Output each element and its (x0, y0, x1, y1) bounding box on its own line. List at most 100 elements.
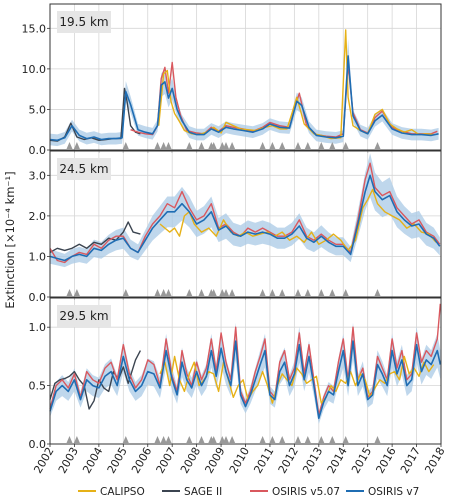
eruption-marker (66, 289, 73, 296)
eruption-marker (223, 142, 229, 149)
eruption-marker (304, 142, 311, 149)
x-tick-label: 2017 (398, 445, 423, 476)
x-tick-label: 2003 (56, 445, 81, 476)
eruption-marker (73, 289, 80, 296)
eruption-marker (259, 142, 266, 149)
eruption-marker (229, 289, 236, 296)
y-tick-label: 3.0 (29, 169, 47, 182)
series-calipso (159, 188, 437, 252)
eruption-marker (165, 289, 172, 296)
series-calipso (158, 29, 434, 140)
panel-1: 0.0 5.0 10.0 15.0 19.5 km (22, 3, 442, 157)
eruption-marker (210, 436, 217, 443)
eruption-marker (279, 436, 286, 443)
x-tick-label: 2011 (251, 445, 276, 476)
osiris-v7-uncertainty-band (50, 153, 440, 268)
eruption-marker (342, 289, 349, 296)
x-tick-label: 2015 (349, 445, 374, 476)
y-axis-label: Extinction [×10⁻⁴ km⁻¹] (3, 171, 17, 308)
y-tick-label: 0.0 (29, 438, 47, 451)
x-tick-label: 2018 (422, 445, 447, 476)
eruption-marker (329, 436, 336, 443)
svg-text:19.5 km: 19.5 km (59, 15, 108, 29)
svg-text:OSIRIS v7: OSIRIS v7 (368, 486, 419, 498)
eruption-marker (279, 289, 286, 296)
eruption-marker (198, 436, 205, 443)
eruption-marker (73, 142, 80, 149)
eruption-marker (259, 289, 266, 296)
eruption-marker (186, 289, 193, 296)
legend: CALIPSO SAGE II OSIRIS v5.07 OSIRIS v7 (78, 486, 419, 498)
eruption-marker (374, 142, 381, 149)
eruption-marker (329, 142, 336, 149)
x-tick-label: 2016 (373, 445, 398, 476)
y-tick-label: 2.0 (29, 210, 47, 223)
eruption-marker (318, 142, 325, 149)
eruption-marker (318, 289, 325, 296)
osiris-v7-uncertainty-band (50, 322, 441, 425)
eruption-marker (342, 436, 349, 443)
eruption-marker (210, 142, 217, 149)
x-tick-labels: 2002 2003 2004 2005 2006 2007 2008 2009 2010 2011… (31, 445, 447, 476)
eruption-marker (154, 289, 161, 296)
eruption-marker (160, 289, 167, 296)
panel-3: 0.0 0.5 1.0 29.5 km (29, 297, 442, 451)
eruption-marker (154, 142, 161, 149)
series-osiris-v7 (49, 174, 441, 262)
y-tick-label: 0.5 (29, 380, 47, 393)
eruption-marker (279, 142, 286, 149)
y-tick-label: 10.0 (22, 63, 47, 76)
y-tick-label: 1.0 (29, 321, 47, 334)
series-sage-ii (49, 350, 142, 410)
panel-label: 29.5 km (57, 305, 111, 327)
osiris-v7-uncertainty-band (50, 39, 439, 147)
svg-text:CALIPSO: CALIPSO (100, 486, 145, 498)
y-tick-label: 0.0 (29, 291, 47, 304)
panel-label: 24.5 km (57, 158, 111, 180)
eruption-marker (122, 289, 129, 296)
eruption-marker (374, 436, 381, 443)
eruption-marker (295, 436, 301, 443)
eruption-marker (186, 436, 193, 443)
eruption-marker (73, 436, 80, 443)
x-tick-label: 2012 (276, 445, 301, 476)
eruption-marker (186, 142, 193, 149)
eruption-marker (295, 142, 301, 149)
eruption-marker (122, 436, 129, 443)
eruption-marker (160, 142, 167, 149)
eruption-marker (259, 436, 266, 443)
x-tick-label: 2007 (154, 445, 179, 476)
eruption-marker (66, 142, 73, 149)
eruption-marker (269, 436, 276, 443)
y-tick-label: 0.0 (29, 144, 47, 157)
legend-item: OSIRIS v5.07 (250, 486, 340, 498)
eruption-marker (198, 289, 205, 296)
svg-text:29.5 km: 29.5 km (59, 309, 108, 323)
x-tick-label: 2006 (129, 445, 154, 476)
eruption-marker (304, 436, 311, 443)
series-osiris-v5-07 (49, 162, 441, 264)
eruption-marker (374, 289, 381, 296)
series-osiris-v7 (49, 340, 442, 420)
eruption-marker (122, 142, 129, 149)
x-tick-label: 2014 (325, 445, 350, 476)
eruption-marker (295, 289, 301, 296)
eruption-marker (198, 142, 205, 149)
eruption-marker (229, 436, 236, 443)
y-tick-label: 5.0 (29, 103, 47, 116)
series-osiris-v7 (49, 55, 439, 142)
legend-item: CALIPSO (78, 486, 145, 498)
svg-text:SAGE II: SAGE II (184, 486, 222, 498)
series-osiris-v5-07 (130, 61, 438, 138)
eruption-marker (229, 142, 236, 149)
y-tick-label: 15.0 (22, 22, 47, 35)
svg-text:24.5 km: 24.5 km (59, 162, 108, 176)
eruption-marker (318, 436, 325, 443)
svg-text:OSIRIS v5.07: OSIRIS v5.07 (272, 486, 340, 498)
series-sage-ii (49, 221, 141, 254)
x-tick-label: 2008 (178, 445, 203, 476)
eruption-marker (329, 289, 336, 296)
legend-item: SAGE II (162, 486, 222, 498)
x-tick-label: 2005 (105, 445, 130, 476)
